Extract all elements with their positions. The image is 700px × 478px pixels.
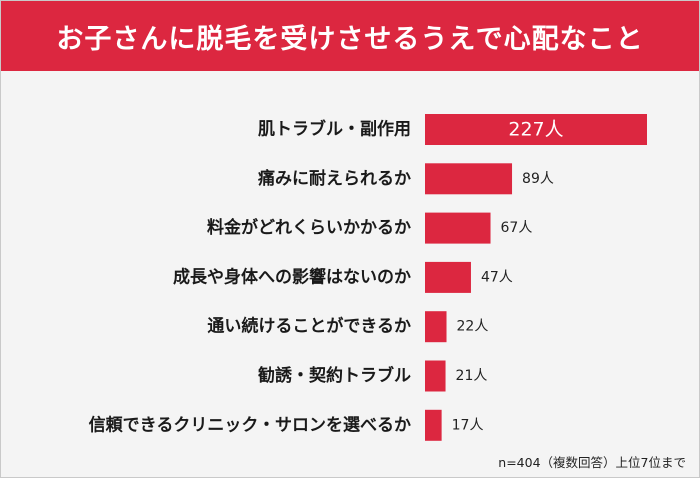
- category-label: 成長や身体への影響はないのか: [173, 266, 411, 287]
- value-label: 47人: [481, 269, 513, 285]
- value-label: 17人: [452, 417, 484, 433]
- category-label: 信頼できるクリニック・サロンを選べるか: [89, 414, 411, 435]
- sample-footnote: n=404（複数回答）上位7位まで: [498, 455, 686, 470]
- value-label: 21人: [456, 368, 488, 384]
- category-label: 肌トラブル・副作用: [258, 119, 411, 140]
- value-label: 227人: [508, 119, 563, 141]
- bar: [425, 261, 471, 293]
- value-label: 89人: [522, 171, 554, 187]
- category-label: 痛みに耐えられるか: [258, 168, 411, 189]
- value-label: 67人: [501, 220, 533, 236]
- category-label: 料金がどれくらいかかるか: [207, 217, 411, 238]
- bar: [425, 114, 647, 145]
- value-label: 22人: [457, 319, 489, 335]
- bar: [425, 360, 446, 392]
- chart-title: お子さんに脱毛を受けさせるうえで心配なこと: [1, 1, 699, 71]
- bar: [425, 212, 491, 244]
- bar: [425, 409, 442, 441]
- bar: [425, 311, 447, 343]
- category-label: 通い続けることができるか: [207, 316, 411, 337]
- category-label: 勧誘・契約トラブル: [258, 365, 411, 386]
- bar: [425, 163, 513, 195]
